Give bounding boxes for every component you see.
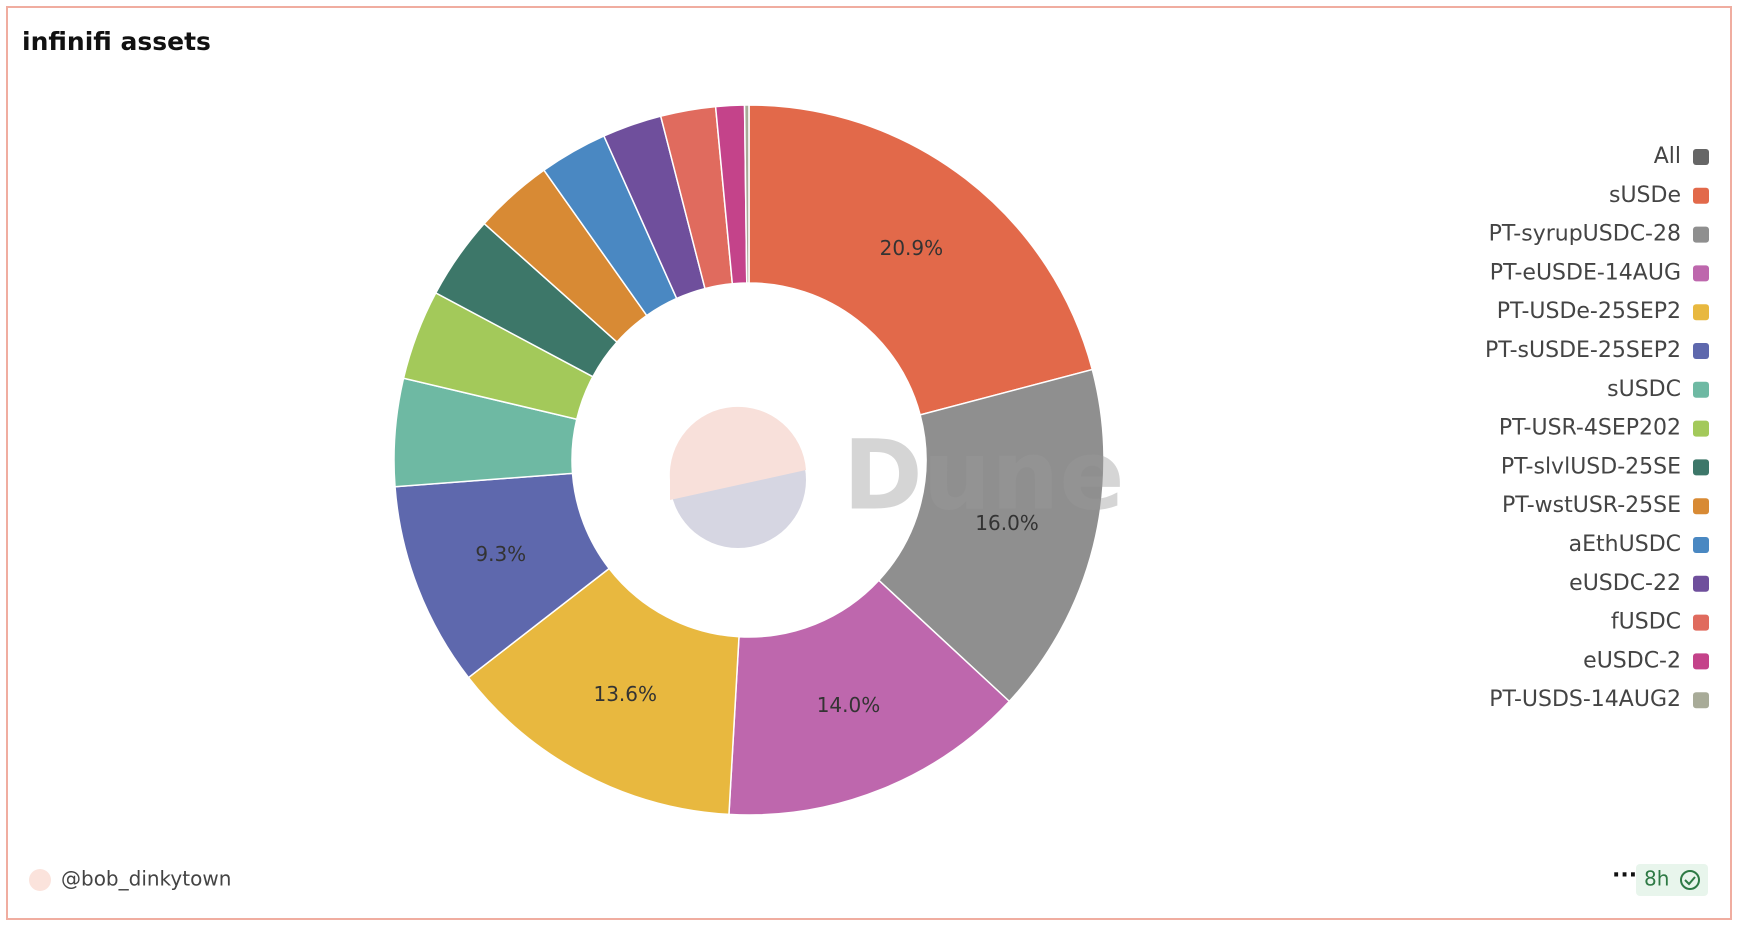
legend-swatch[interactable]	[1693, 575, 1709, 592]
legend-label[interactable]: sUSDe	[1609, 183, 1681, 208]
slice	[467, 567, 740, 816]
check-icon	[1680, 870, 1700, 890]
legend-swatch[interactable]	[1693, 653, 1709, 670]
data-label: 20.9%	[880, 236, 944, 260]
legend-label[interactable]: PT-USDS-14AUG2	[1489, 687, 1681, 712]
slice	[743, 104, 750, 284]
pie	[393, 104, 1105, 816]
legend-label[interactable]: fUSDC	[1611, 610, 1681, 635]
legend-label[interactable]: PT-slvlUSD-25SE	[1501, 454, 1681, 479]
slice	[728, 579, 1011, 816]
chart-title: infinifi assets	[22, 27, 211, 56]
legend-label[interactable]: eUSDC-22	[1569, 571, 1681, 596]
legend-label[interactable]: PT-sUSDE-25SEP2	[1485, 338, 1681, 363]
legend-label[interactable]: PT-wstUSR-25SE	[1502, 493, 1681, 518]
data-labels: 20.9% 16.0% 14.0% 13.6% 9.3%	[475, 236, 1038, 717]
avatar	[29, 869, 51, 891]
watermark: Dune	[843, 419, 1124, 531]
data-label: 9.3%	[475, 542, 526, 566]
legend-swatch[interactable]	[1693, 187, 1709, 204]
more-menu[interactable]: ···	[1612, 863, 1637, 888]
legend-swatch[interactable]	[1693, 537, 1709, 553]
slice	[748, 104, 1094, 416]
data-label: 14.0%	[817, 693, 881, 717]
data-label: 16.0%	[975, 511, 1039, 535]
legend-swatch[interactable]	[1693, 614, 1709, 631]
legend-swatch[interactable]	[1693, 265, 1709, 282]
legend-label[interactable]: sUSDC	[1607, 377, 1681, 402]
legend: All sUSDe PT-syrupUSDC-28 PT-eUSDE-14AUG PT-…	[1485, 144, 1709, 712]
legend-label[interactable]: PT-USR-4SEP202	[1499, 416, 1681, 441]
check-icon	[1684, 876, 1696, 886]
slice	[877, 368, 1105, 703]
author[interactable]: @bob_dinkytown	[61, 867, 231, 891]
legend-swatch[interactable]	[1693, 420, 1709, 437]
legend-label[interactable]: eUSDC-2	[1583, 648, 1681, 673]
legend-swatch[interactable]	[1693, 381, 1709, 398]
legend-label[interactable]: PT-USDe-25SEP2	[1497, 299, 1681, 324]
legend-swatch[interactable]	[1693, 226, 1709, 243]
legend-swatch[interactable]	[1693, 459, 1709, 476]
legend-label[interactable]: aEthUSDC	[1569, 532, 1681, 557]
age: 8h	[1644, 867, 1669, 891]
legend-label[interactable]: All	[1654, 144, 1681, 169]
legend-swatch[interactable]	[1693, 692, 1709, 709]
legend-swatch[interactable]	[1693, 149, 1709, 165]
legend-label[interactable]: PT-eUSDE-14AUG	[1490, 260, 1681, 285]
legend-swatch[interactable]	[1693, 304, 1709, 321]
legend-label[interactable]: PT-syrupUSDC-28	[1489, 222, 1681, 247]
logo	[669, 406, 806, 500]
legend-swatch[interactable]	[1693, 498, 1709, 515]
data-label: 13.6%	[593, 682, 657, 706]
legend-swatch[interactable]	[1693, 343, 1709, 359]
